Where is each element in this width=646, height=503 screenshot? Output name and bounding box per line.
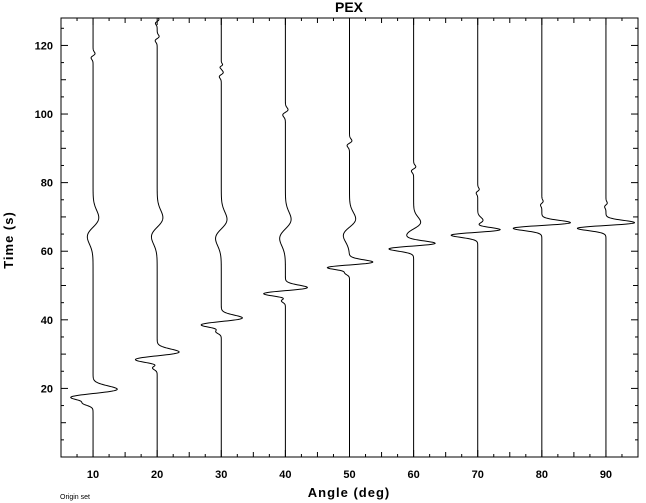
y-axis-label: Time (s) <box>1 211 16 269</box>
y-tick-label: 100 <box>35 109 53 121</box>
chart-title: PEX <box>335 0 364 15</box>
x-tick-label: 30 <box>215 469 227 481</box>
x-tick-label: 20 <box>151 469 163 481</box>
y-tick-label: 120 <box>35 40 53 52</box>
trace-40 <box>263 18 308 457</box>
trace-90 <box>576 18 635 457</box>
x-tick-label: 90 <box>600 469 612 481</box>
footnote: Origin set <box>60 494 90 501</box>
x-axis-label: Angle (deg) <box>308 485 391 500</box>
tick-labels: 10 20 30 40 50 60 70 80 90 20 40 60 80 100 120 <box>35 40 612 481</box>
y-tick-label: 60 <box>41 246 53 258</box>
x-tick-label: 50 <box>343 469 355 481</box>
x-tick-label: 70 <box>472 469 484 481</box>
trace-70 <box>450 18 501 457</box>
y-tick-label: 40 <box>41 315 53 327</box>
x-tick-label: 40 <box>279 469 291 481</box>
y-tick-label: 20 <box>41 383 53 395</box>
y-tick-label: 80 <box>41 178 53 190</box>
trace-50 <box>326 18 374 457</box>
trace-30 <box>200 18 243 457</box>
x-tick-label: 80 <box>536 469 548 481</box>
trace-80 <box>512 18 571 457</box>
trace-10 <box>70 18 118 457</box>
x-tick-label: 60 <box>407 469 419 481</box>
traces <box>70 17 635 457</box>
trace-60 <box>388 18 436 457</box>
x-tick-label: 10 <box>87 469 99 481</box>
trace-20 <box>134 17 180 457</box>
